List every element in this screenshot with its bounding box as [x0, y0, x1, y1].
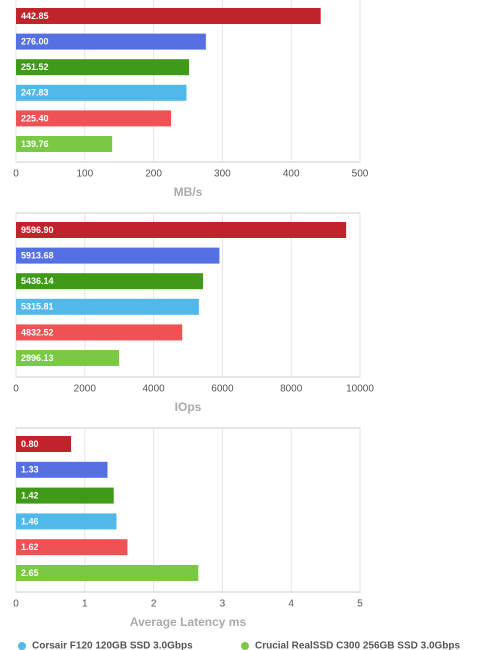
x-axis-title: IOps: [175, 400, 202, 414]
x-axis-title: Average Latency ms: [130, 615, 247, 629]
bar: [16, 136, 113, 152]
bar: [16, 461, 108, 478]
x-axis-title: MB/s: [174, 185, 203, 199]
value-label: 276.00: [21, 36, 49, 46]
legend-label: Corsair F120 120GB SSD 3.0Gbps: [32, 641, 193, 650]
bar: [16, 222, 347, 238]
x-tick-label: 400: [283, 169, 300, 180]
value-label: 0.80: [21, 439, 39, 449]
x-tick-label: 6000: [211, 384, 234, 395]
value-label: 2.65: [21, 568, 39, 578]
x-tick-label: 8000: [280, 384, 303, 395]
x-tick-label: 2000: [74, 384, 97, 395]
value-label: 5436.14: [21, 276, 54, 286]
x-tick-label: 200: [145, 169, 162, 180]
value-label: 1.42: [21, 490, 39, 500]
value-label: 247.83: [21, 88, 49, 98]
value-label: 225.40: [21, 113, 49, 123]
bar: [16, 513, 117, 530]
bar: [16, 59, 190, 76]
x-tick-label: 500: [352, 169, 369, 180]
legend-marker: [241, 642, 249, 650]
bar: [16, 487, 114, 504]
bar: [16, 84, 187, 101]
plot-area: [15, 0, 361, 163]
x-tick-label: 4: [288, 599, 294, 610]
bar: [16, 247, 220, 264]
bar: [16, 8, 321, 24]
bar: [16, 436, 72, 452]
value-label: 9596.90: [21, 225, 54, 235]
bar: [16, 539, 128, 556]
value-label: 442.85: [21, 11, 49, 21]
value-label: 2996.13: [21, 353, 54, 363]
x-tick-label: 0: [13, 599, 19, 610]
value-label: 251.52: [21, 62, 49, 72]
x-tick-label: 4000: [142, 384, 165, 395]
x-tick-label: 100: [76, 169, 93, 180]
legend-marker: [18, 642, 26, 650]
x-tick-label: 5: [357, 599, 363, 610]
x-tick-label: 0: [13, 384, 19, 395]
bar: [16, 298, 199, 315]
x-tick-label: 0: [13, 169, 19, 180]
bar: [16, 33, 206, 50]
value-label: 5913.68: [21, 250, 54, 260]
value-label: 5315.81: [21, 302, 54, 312]
x-tick-label: 300: [214, 169, 231, 180]
legend-label: Crucial RealSSD C300 256GB SSD 3.0Gbps: [255, 641, 461, 650]
value-label: 1.46: [21, 516, 39, 526]
value-label: 1.62: [21, 542, 39, 552]
bar: [16, 110, 172, 127]
bar: [16, 273, 204, 290]
value-label: 4832.52: [21, 327, 54, 337]
bar: [16, 324, 183, 341]
plot-area: [15, 427, 361, 593]
value-label: 1.33: [21, 465, 39, 475]
x-tick-label: 3: [220, 599, 226, 610]
value-label: 139.76: [21, 139, 49, 149]
bar: [16, 350, 120, 366]
x-tick-label: 1: [82, 599, 88, 610]
bar: [16, 565, 199, 581]
x-tick-label: 2: [151, 599, 157, 610]
x-tick-label: 10000: [346, 384, 374, 395]
